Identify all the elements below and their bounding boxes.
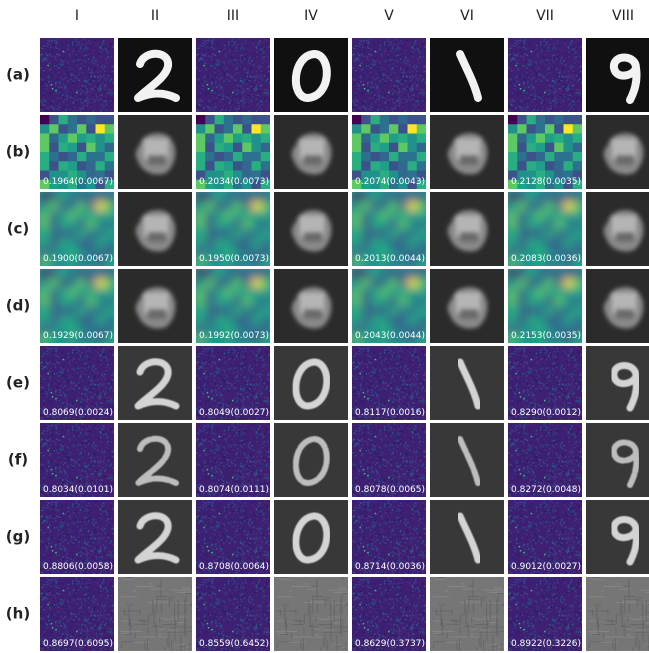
column-header: II — [151, 8, 159, 24]
column-header: VIII — [612, 8, 634, 24]
image-tile — [430, 423, 504, 497]
score-label: 0.2034(0.0073) — [199, 177, 269, 187]
image-tile — [274, 38, 348, 112]
score-label: 0.8078(0.0065) — [355, 485, 425, 495]
image-tile — [118, 192, 192, 266]
image-tile — [586, 423, 649, 497]
image-tile — [274, 115, 348, 189]
row-label: (b) — [6, 143, 30, 161]
image-tile — [274, 192, 348, 266]
score-label: 0.8272(0.0048) — [511, 485, 581, 495]
image-tile — [118, 38, 192, 112]
row-label: (f) — [8, 451, 28, 469]
score-label: 0.8117(0.0016) — [355, 408, 425, 418]
image-tile — [118, 423, 192, 497]
score-label: 0.8034(0.0101) — [43, 485, 113, 495]
image-tile — [586, 500, 649, 574]
column-header: III — [227, 8, 239, 24]
image-tile — [430, 346, 504, 420]
score-label: 0.2074(0.0043) — [355, 177, 425, 187]
score-label: 0.9012(0.0027) — [511, 562, 581, 572]
score-label: 0.8559(0.6452) — [199, 639, 269, 649]
score-label: 0.8290(0.0012) — [511, 408, 581, 418]
score-label: 0.8049(0.0027) — [199, 408, 269, 418]
score-label: 0.8714(0.0036) — [355, 562, 425, 572]
image-tile — [118, 115, 192, 189]
column-header: I — [75, 8, 79, 24]
image-tile — [118, 269, 192, 343]
row-label: (h) — [6, 605, 30, 623]
image-tile — [430, 192, 504, 266]
image-tile — [274, 500, 348, 574]
score-label: 0.2083(0.0036) — [511, 254, 581, 264]
row-label: (g) — [6, 528, 30, 546]
image-tile — [352, 38, 426, 112]
score-label: 0.2013(0.0044) — [355, 254, 425, 264]
image-tile — [586, 346, 649, 420]
row-label: (a) — [6, 66, 30, 84]
score-label: 0.8074(0.0111) — [199, 485, 269, 495]
column-header: V — [384, 8, 394, 24]
figure: IIIIIIIVVVIVIIVIII(a)(b)0.1964(0.0067)0.… — [0, 0, 649, 653]
image-tile — [430, 115, 504, 189]
row-label: (d) — [6, 297, 30, 315]
row-label: (c) — [7, 220, 30, 238]
image-tile — [430, 577, 504, 651]
row-label: (e) — [6, 374, 30, 392]
image-tile — [274, 423, 348, 497]
score-label: 0.8629(0.3737) — [355, 639, 425, 649]
image-tile — [586, 577, 649, 651]
score-label: 0.2153(0.0035) — [511, 331, 581, 341]
image-tile — [118, 346, 192, 420]
image-tile — [40, 38, 114, 112]
score-label: 0.1900(0.0067) — [43, 254, 113, 264]
image-tile — [430, 500, 504, 574]
image-tile — [274, 577, 348, 651]
image-tile — [586, 38, 649, 112]
score-label: 0.1964(0.0067) — [43, 177, 113, 187]
score-label: 0.8806(0.0058) — [43, 562, 113, 572]
score-label: 0.1929(0.0067) — [43, 331, 113, 341]
image-tile — [586, 269, 649, 343]
column-header: VI — [460, 8, 474, 24]
image-tile — [274, 269, 348, 343]
column-header: IV — [304, 8, 318, 24]
score-label: 0.2043(0.0044) — [355, 331, 425, 341]
image-tile — [586, 192, 649, 266]
score-label: 0.2128(0.0035) — [511, 177, 581, 187]
image-tile — [118, 500, 192, 574]
image-tile — [118, 577, 192, 651]
image-tile — [508, 38, 582, 112]
image-tile — [586, 115, 649, 189]
score-label: 0.8922(0.3226) — [511, 639, 581, 649]
score-label: 0.1950(0.0073) — [199, 254, 269, 264]
column-header: VII — [536, 8, 554, 24]
score-label: 0.1992(0.0073) — [199, 331, 269, 341]
image-tile — [430, 38, 504, 112]
image-tile — [196, 38, 270, 112]
score-label: 0.8708(0.0064) — [199, 562, 269, 572]
image-tile — [274, 346, 348, 420]
image-tile — [430, 269, 504, 343]
score-label: 0.8069(0.0024) — [43, 408, 113, 418]
score-label: 0.8697(0.6095) — [43, 639, 113, 649]
